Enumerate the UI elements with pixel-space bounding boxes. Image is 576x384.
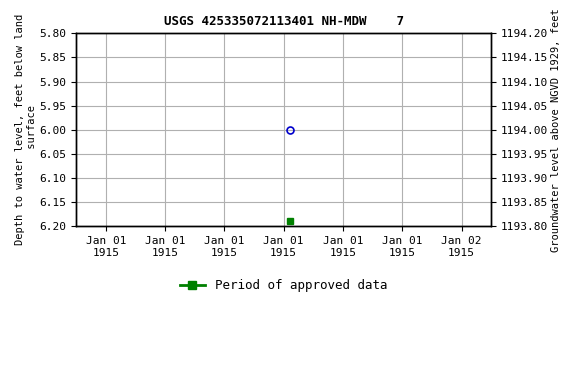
Y-axis label: Depth to water level, feet below land
 surface: Depth to water level, feet below land su…: [15, 14, 37, 245]
Title: USGS 425335072113401 NH-MDW    7: USGS 425335072113401 NH-MDW 7: [164, 15, 404, 28]
Legend: Period of approved data: Period of approved data: [175, 274, 392, 297]
Y-axis label: Groundwater level above NGVD 1929, feet: Groundwater level above NGVD 1929, feet: [551, 8, 561, 252]
